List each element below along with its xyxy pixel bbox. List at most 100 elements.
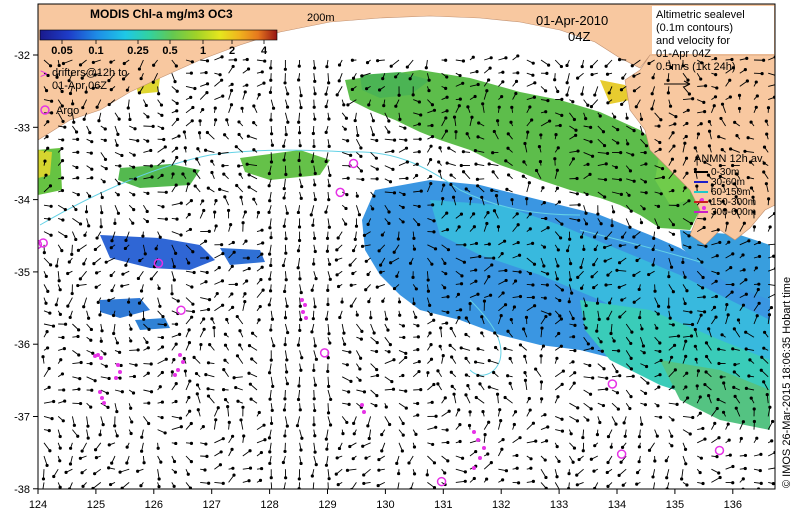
- velocity-arrow: [43, 442, 51, 452]
- velocity-arrow-head: [313, 92, 317, 96]
- velocity-arrow-head: [707, 327, 711, 331]
- velocity-arrow-head: [614, 165, 618, 169]
- velocity-arrow: [92, 482, 102, 489]
- velocity-arrow-head: [604, 236, 608, 240]
- velocity-arrow-head: [694, 357, 698, 361]
- velocity-arrow-head: [286, 330, 290, 335]
- velocity-arrow-head: [343, 127, 347, 131]
- velocity-arrow-head: [733, 120, 737, 124]
- velocity-arrow-head: [89, 362, 93, 366]
- velocity-arrow-head: [270, 132, 274, 136]
- velocity-arrow-head: [752, 225, 756, 229]
- velocity-arrow-head: [684, 134, 688, 139]
- velocity-arrow: [632, 59, 641, 67]
- velocity-arrow-head: [70, 291, 74, 296]
- chl-patch-blue-se: [680, 230, 770, 300]
- velocity-arrow-head: [518, 343, 523, 347]
- velocity-arrow-head: [312, 397, 316, 401]
- velocity-arrow-head: [685, 121, 689, 126]
- velocity-arrow-head: [129, 406, 133, 410]
- velocity-arrow-head: [327, 198, 331, 202]
- velocity-arrow-head: [335, 456, 339, 460]
- velocity-arrow-head: [457, 408, 461, 412]
- velocity-arrow-head: [205, 256, 210, 260]
- velocity-arrow-head: [555, 168, 559, 172]
- velocity-arrow-head: [129, 431, 133, 436]
- velocity-arrow-head: [516, 54, 520, 58]
- chl-patch-blue-sw: [100, 298, 150, 318]
- velocity-arrow: [668, 335, 679, 338]
- velocity-arrow-head: [206, 387, 210, 391]
- velocity-arrow-head: [223, 358, 227, 362]
- velocity-arrow-head: [445, 95, 449, 99]
- velocity-arrow-head: [772, 254, 775, 258]
- velocity-arrow-head: [707, 119, 711, 124]
- velocity-arrow-head: [721, 410, 726, 414]
- velocity-arrow-head: [684, 156, 689, 160]
- velocity-arrow-head: [473, 360, 478, 364]
- velocity-arrow-head: [530, 241, 535, 245]
- velocity-arrow-head: [124, 263, 128, 267]
- velocity-arrow-head: [600, 349, 604, 353]
- velocity-arrow-head: [434, 425, 438, 429]
- velocity-arrow: [83, 297, 88, 307]
- velocity-arrow-head: [481, 410, 485, 414]
- velocity-arrow-head: [556, 146, 560, 150]
- velocity-arrow-head: [174, 342, 178, 346]
- velocity-arrow: [284, 350, 288, 360]
- velocity-arrow-head: [371, 207, 375, 211]
- velocity-arrow-head: [247, 371, 251, 375]
- velocity-arrow-head: [394, 75, 398, 79]
- velocity-arrow-head: [205, 130, 209, 135]
- velocity-arrow-head: [188, 486, 193, 489]
- velocity-arrow-head: [49, 233, 53, 237]
- velocity-arrow-head: [629, 341, 633, 346]
- velocity-arrow-head: [268, 289, 273, 293]
- velocity-arrow: [106, 257, 116, 263]
- velocity-arrow-head: [515, 212, 519, 216]
- velocity-arrow-head: [89, 151, 93, 155]
- velocity-arrow-head: [240, 106, 244, 110]
- velocity-arrow-head: [109, 246, 113, 250]
- velocity-arrow-head: [398, 499, 400, 501]
- velocity-arrow-head: [48, 311, 52, 315]
- drifters-label-line1: drifters@12h to: [52, 67, 127, 79]
- velocity-arrow-head: [544, 475, 548, 480]
- colorbar-tick-label: 0.25: [127, 45, 148, 57]
- velocity-arrow-head: [615, 391, 620, 395]
- credit-label: © IMOS 26-Mar-2015 18:06:35 Hobart time: [781, 277, 793, 488]
- velocity-arrow-head: [446, 295, 450, 299]
- velocity-arrow: [139, 59, 144, 70]
- velocity-arrow-head: [577, 218, 581, 222]
- velocity-arrow-head: [285, 211, 289, 215]
- velocity-arrow-head: [284, 278, 288, 282]
- velocity-arrow-head: [285, 358, 289, 362]
- velocity-arrow-head: [334, 258, 339, 262]
- velocity-arrow: [733, 328, 741, 338]
- argo-float: [335, 187, 345, 198]
- velocity-arrow: [368, 496, 371, 503]
- velocity-arrow-head: [629, 209, 633, 213]
- velocity-arrow-head: [401, 433, 405, 437]
- velocity-arrow-head: [732, 327, 736, 331]
- altimetry-line3: and velocity for: [656, 35, 730, 47]
- velocity-arrow-head: [397, 300, 402, 304]
- velocity-arrow-head: [606, 101, 610, 105]
- velocity-arrow-head: [250, 331, 255, 335]
- velocity-arrow-head: [375, 167, 379, 171]
- velocity-arrow-head: [556, 248, 560, 252]
- velocity-arrow-head: [145, 209, 149, 214]
- velocity-arrow: [43, 401, 54, 404]
- velocity-arrow-head: [468, 410, 472, 414]
- velocity-arrow-head: [109, 87, 113, 92]
- velocity-arrow-head: [531, 61, 535, 65]
- velocity-arrow-head: [765, 132, 769, 136]
- velocity-arrow-head: [342, 342, 347, 346]
- velocity-arrow-head: [163, 145, 167, 149]
- velocity-arrow-head: [734, 195, 738, 199]
- velocity-arrow-head: [401, 205, 405, 210]
- velocity-arrow-head: [210, 159, 214, 163]
- velocity-arrow-head: [428, 331, 432, 335]
- velocity-arrow-head: [651, 247, 655, 252]
- velocity-arrow-head: [189, 71, 193, 75]
